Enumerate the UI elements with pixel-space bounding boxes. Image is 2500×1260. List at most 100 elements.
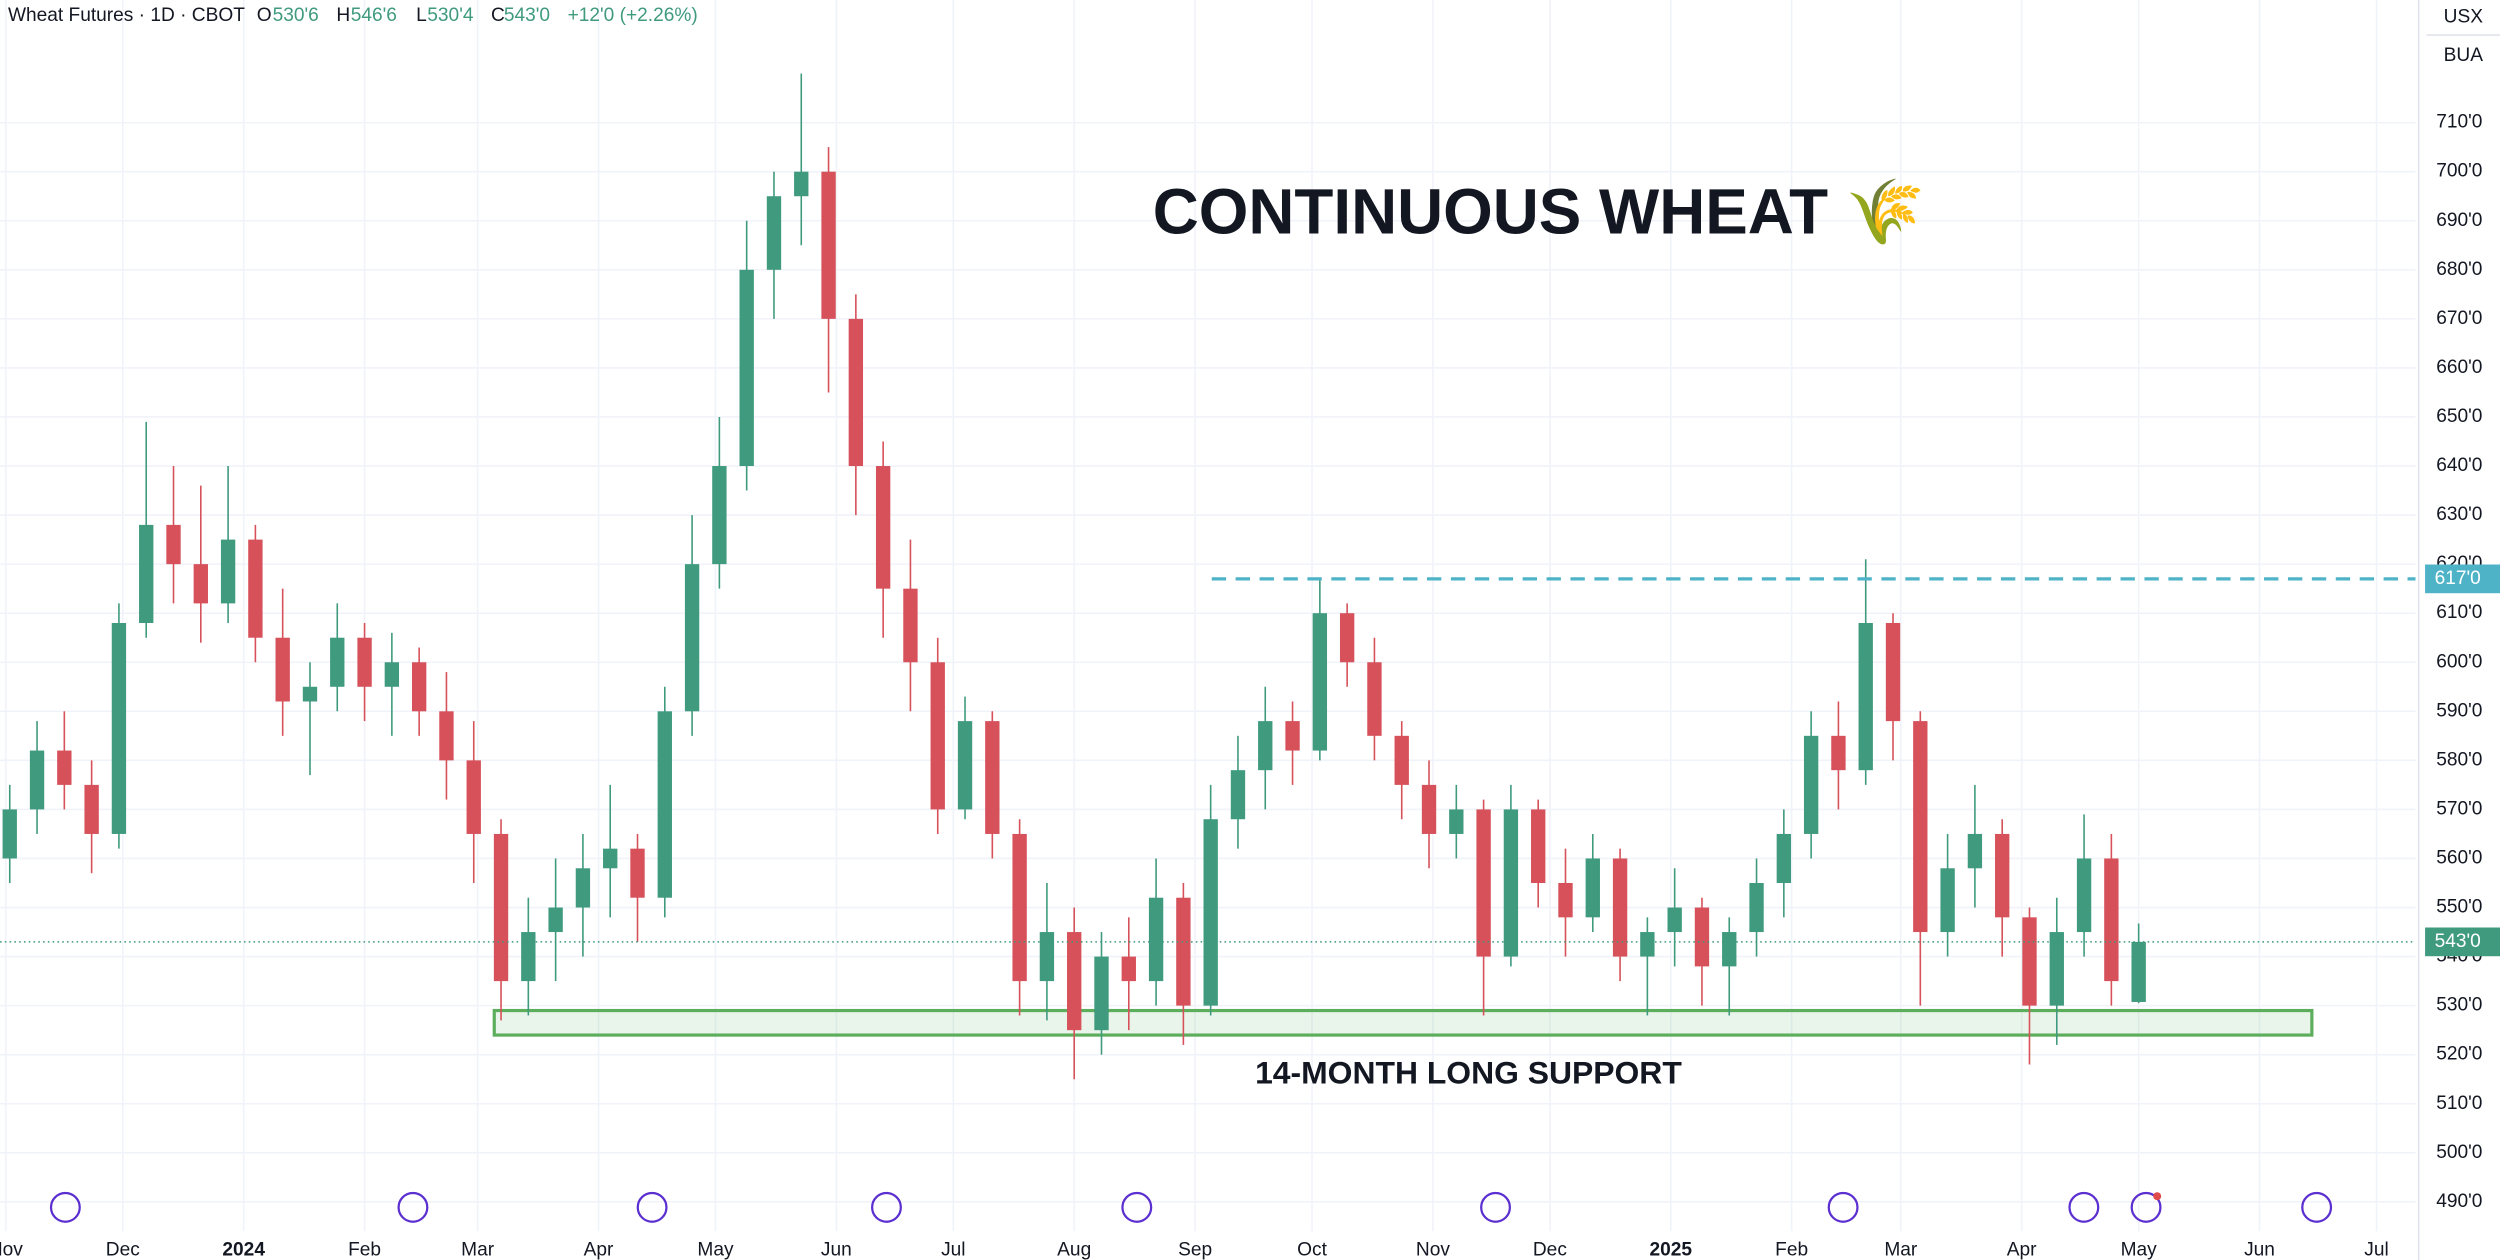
event-icon[interactable] [2068, 1191, 2100, 1223]
x-tick-label: Feb [348, 1239, 381, 1260]
event-icon[interactable] [2130, 1191, 2162, 1223]
currency[interactable]: USX [2444, 7, 2484, 28]
candle-body [766, 196, 782, 270]
candle-body [193, 564, 208, 604]
ohlc-value: 546'6 [351, 5, 397, 26]
candle-body [29, 750, 45, 810]
y-tick-label: 530'0 [2436, 995, 2482, 1016]
y-tick-label: 550'0 [2436, 897, 2482, 918]
event-icon[interactable] [397, 1191, 429, 1223]
x-tick-label: Mar [1884, 1239, 1918, 1260]
event-icon[interactable] [1121, 1191, 1153, 1223]
price-badge-label: 617'0 [2435, 568, 2481, 589]
x-tick-label: Apr [584, 1239, 614, 1260]
y-tick-label: 680'0 [2436, 259, 2482, 280]
candle-body [1203, 819, 1218, 1006]
unit[interactable]: BUA [2444, 45, 2484, 66]
candle-body [384, 662, 400, 687]
x-tick-label: Oct [1297, 1239, 1327, 1260]
x-tick-label: Aug [1057, 1239, 1091, 1260]
ohlc-label: L [416, 5, 427, 26]
candle-body [1012, 833, 1027, 982]
candle-body [1558, 882, 1573, 918]
candle-body [1749, 882, 1764, 933]
candle-body [548, 907, 563, 933]
annotation: 14-MONTH LONG SUPPORT [1255, 1054, 1682, 1090]
y-tick-label: 570'0 [2436, 798, 2482, 819]
change: +12'0 (+2.26%) [568, 5, 698, 26]
x-tick-label: Jul [941, 1239, 965, 1260]
candle-body [1776, 833, 1792, 883]
candle-body [1995, 833, 2010, 918]
candle-body [794, 171, 809, 197]
y-tick-label: 580'0 [2436, 749, 2482, 770]
y-tick-label: 600'0 [2436, 651, 2482, 672]
event-dot [2153, 1192, 2162, 1201]
x-tick-label: Dec [106, 1239, 140, 1260]
event-icon[interactable] [1480, 1191, 1512, 1223]
y-tick-label: 560'0 [2436, 848, 2482, 869]
price-badge [2425, 927, 2500, 957]
candle-body [1967, 833, 1983, 869]
candle-body [111, 623, 127, 834]
x-tick-label: 2024 [222, 1239, 265, 1260]
candle-body [1831, 735, 1846, 771]
y-tick-label: 630'0 [2436, 504, 2482, 525]
candle-body [357, 637, 372, 687]
candle-body [1148, 897, 1164, 982]
candle-body [330, 637, 345, 687]
x-tick-label: Apr [2007, 1239, 2037, 1260]
ohlc-label: C [491, 5, 505, 26]
event-icon[interactable] [1827, 1191, 1859, 1223]
candle-body [2131, 941, 2146, 1002]
candle-body [411, 662, 427, 712]
candle-body [248, 539, 263, 638]
candle-body [1612, 858, 1628, 957]
candle-body [1039, 932, 1055, 982]
candle-body [2104, 858, 2119, 982]
plot [0, 73, 2416, 1080]
candle-body [275, 637, 290, 702]
candle-body [1176, 897, 1191, 1006]
candle-body [1803, 735, 1819, 834]
candle-body [821, 171, 836, 319]
candle-body [439, 711, 454, 761]
candle-body [1667, 907, 1682, 933]
candle-body [1503, 809, 1519, 957]
candle-body [1367, 662, 1382, 736]
candle-body [1885, 623, 1901, 722]
y-tick-label: 610'0 [2436, 602, 2482, 623]
event-icon[interactable] [636, 1191, 668, 1223]
x-tick-label: Sep [1178, 1239, 1212, 1260]
price-badge [2425, 564, 2500, 594]
candle-body [1940, 868, 1955, 933]
candle-body [1394, 735, 1409, 785]
y-tick-label: 500'0 [2436, 1142, 2482, 1163]
event-icon[interactable] [49, 1191, 81, 1223]
candle-body [466, 760, 481, 834]
candle-body [1531, 809, 1546, 883]
x-tick-label: Feb [1775, 1239, 1808, 1260]
candle-body [1694, 907, 1710, 967]
ohlc-value: 530'4 [427, 5, 474, 26]
x-tick-label: May [697, 1239, 734, 1260]
candle-body [739, 269, 754, 467]
candle-body [903, 588, 918, 663]
event-icon[interactable] [871, 1191, 902, 1223]
y-tick-label: 510'0 [2436, 1093, 2482, 1114]
ohlc-label: H [336, 5, 350, 26]
candle-body [1421, 784, 1437, 834]
candle-body [1121, 956, 1136, 982]
candle-body [848, 318, 864, 467]
candle-body [1858, 623, 1873, 771]
candle-body [302, 686, 318, 702]
candle-body [1067, 932, 1082, 1031]
x-tick-label: May [2121, 1239, 2158, 1260]
candle-body [712, 466, 727, 565]
event-icon[interactable] [2301, 1191, 2333, 1223]
candle-body [57, 750, 72, 785]
candle-body [875, 466, 891, 589]
x-tick-label: Nov [0, 1239, 23, 1260]
candle-body [684, 564, 700, 712]
candle-body [930, 662, 945, 810]
